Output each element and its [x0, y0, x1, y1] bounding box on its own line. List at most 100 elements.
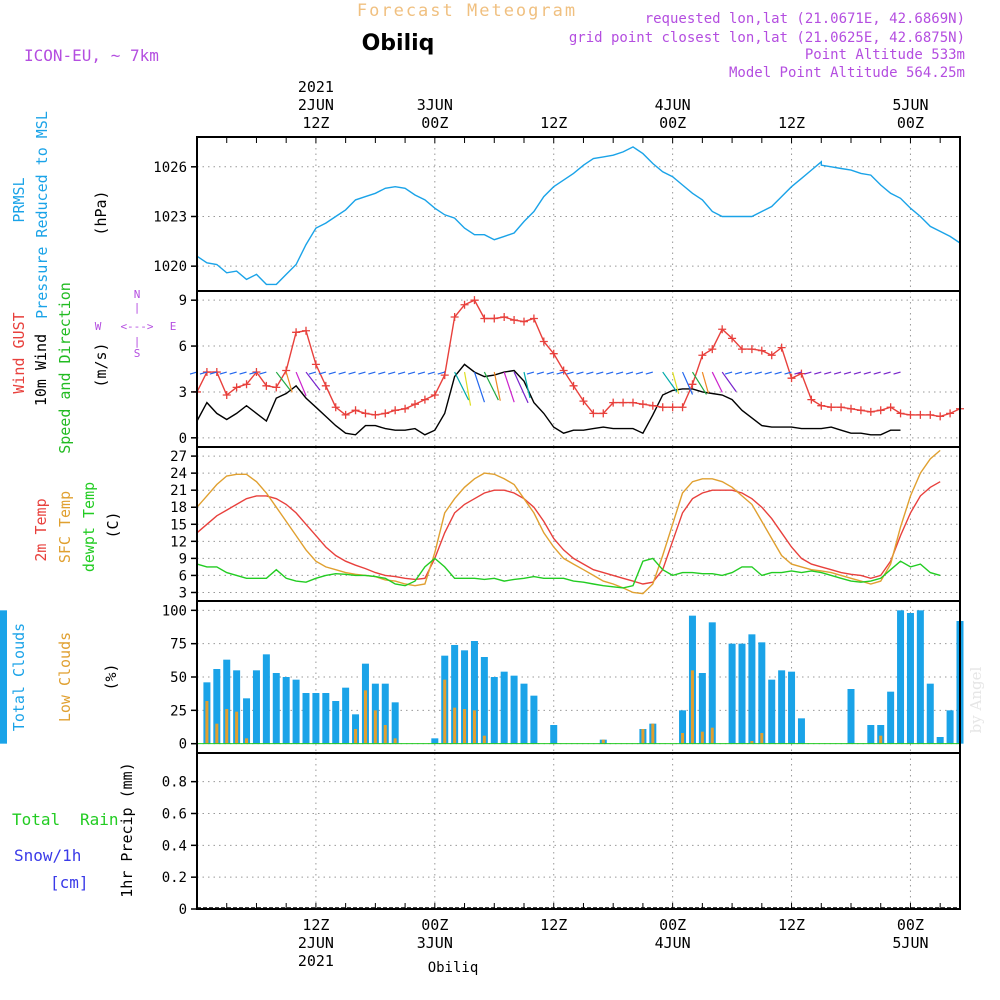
- gust-marker: [658, 403, 667, 412]
- y-tick-label: 0.8: [162, 775, 187, 791]
- total-cloud-bar: [926, 683, 934, 744]
- y-tick-label: 75: [170, 637, 187, 653]
- compass-w-label: W: [95, 320, 102, 333]
- total-cloud-bar: [946, 710, 954, 744]
- total-cloud-bar: [292, 679, 300, 744]
- gust-marker: [579, 397, 588, 406]
- gust-marker: [866, 407, 875, 416]
- wind-dir-arrow: [734, 371, 743, 375]
- time-label: 3JUN: [417, 934, 453, 952]
- time-label: 00Z: [421, 114, 448, 132]
- low-cloud-bar: [235, 711, 239, 744]
- pressure-unit: (hPa): [92, 190, 110, 235]
- y-tick-label: 24: [170, 466, 187, 482]
- gust-marker: [638, 400, 647, 409]
- temp-2m-label: 2m Temp: [32, 498, 50, 561]
- wind-dir-arrow: [368, 371, 376, 375]
- wind-unit: (m/s): [92, 342, 110, 387]
- total-cloud-bar: [490, 677, 498, 744]
- total-cloud-bar: [936, 737, 944, 744]
- gust-marker: [757, 346, 766, 355]
- time-label: 12Z: [778, 916, 805, 934]
- time-label: 4JUN: [655, 96, 691, 114]
- wind-dir-arrow: [764, 371, 772, 375]
- compass-e-label: E: [170, 320, 177, 333]
- low-cloud-bar: [681, 733, 685, 744]
- wind-dir-arrow: [724, 371, 733, 375]
- time-label: 00Z: [897, 916, 924, 934]
- gust-marker: [520, 317, 528, 326]
- low-cloud-bar: [690, 670, 694, 744]
- time-label: 5JUN: [892, 96, 928, 114]
- low-cloud-bar: [750, 741, 754, 744]
- gust-marker: [262, 381, 271, 390]
- y-tick-label: 12: [170, 534, 187, 550]
- total-cloud-bar: [391, 702, 399, 744]
- gust-marker: [728, 334, 737, 343]
- wind-dir-arrow: [863, 371, 871, 375]
- y-tick-label: 6: [179, 339, 187, 355]
- total-cloud-bar: [282, 677, 290, 744]
- gust-marker: [837, 403, 846, 412]
- gust-marker: [539, 337, 548, 346]
- wind-dir-arrow: [209, 371, 217, 375]
- time-label: 12Z: [778, 114, 805, 132]
- low-cloud-bar: [383, 725, 387, 744]
- time-label: 00Z: [659, 114, 686, 132]
- gust-marker: [500, 313, 509, 321]
- time-label: 12Z: [540, 916, 567, 934]
- wind-dir-arrow: [305, 371, 321, 391]
- wind-dir-arrow: [681, 371, 694, 395]
- gust-marker: [302, 326, 310, 335]
- wind-dir-arrow: [493, 371, 501, 401]
- gust-marker: [807, 395, 816, 404]
- gust-marker: [629, 398, 637, 407]
- y-tick-label: 0: [179, 431, 187, 447]
- total-cloud-bar: [708, 622, 716, 744]
- wind-dir-arrow: [883, 371, 891, 375]
- gust-marker: [371, 410, 380, 419]
- total-cloud-bar: [381, 683, 389, 744]
- temp-dewpt-line: [196, 557, 941, 589]
- compass-n-label: N: [134, 288, 141, 301]
- total-cloud-bar: [758, 642, 766, 744]
- gust-marker: [510, 316, 519, 325]
- pressure-line: [196, 146, 961, 286]
- wind-10m-label: 10m Wind: [32, 334, 50, 406]
- total-cloud-bar: [322, 693, 330, 744]
- y-tick-label: 0.6: [162, 806, 187, 822]
- time-label: 12Z: [302, 114, 329, 132]
- gust-marker: [450, 313, 459, 321]
- y-tick-label: 3: [179, 385, 187, 401]
- total-cloud-bar: [243, 698, 251, 744]
- total-cloud-bar: [431, 738, 439, 744]
- gust-marker: [847, 404, 855, 413]
- low-cloud-bar: [463, 709, 467, 744]
- temp-sfc-label: SFC Temp: [56, 491, 74, 563]
- wind-dir-arrow: [774, 371, 782, 375]
- wind-dir-arrow: [794, 371, 802, 375]
- gust-marker: [361, 409, 370, 418]
- total-cloud-bar: [233, 670, 241, 744]
- footer-location: Obiliq: [428, 960, 479, 976]
- total-cloud-bar: [302, 693, 310, 744]
- wind-dir-arrow: [407, 371, 416, 375]
- wind-dir-arrow: [503, 371, 515, 403]
- gust-marker: [341, 410, 350, 419]
- wind-dir-arrow: [784, 371, 792, 375]
- y-tick-label: 1026: [153, 160, 187, 176]
- gust-marker: [420, 395, 429, 404]
- total-cloud-bar: [728, 643, 736, 744]
- total-cloud-bar: [500, 671, 508, 744]
- watermark: by Angel: [967, 666, 985, 733]
- total-cloud-bar: [213, 669, 221, 744]
- time-label: 12Z: [302, 916, 329, 934]
- low-cloud-bar: [651, 723, 655, 744]
- y-tick-label: 6: [179, 568, 187, 584]
- wind-dir-arrow: [824, 371, 832, 375]
- total-cloud-bar: [0, 610, 7, 744]
- wind-dir-arrow: [853, 371, 862, 375]
- wind-gust-label: Wind GUST: [10, 312, 28, 393]
- wind-dir-arrow: [586, 371, 594, 375]
- wind-dir-arrow: [721, 371, 737, 393]
